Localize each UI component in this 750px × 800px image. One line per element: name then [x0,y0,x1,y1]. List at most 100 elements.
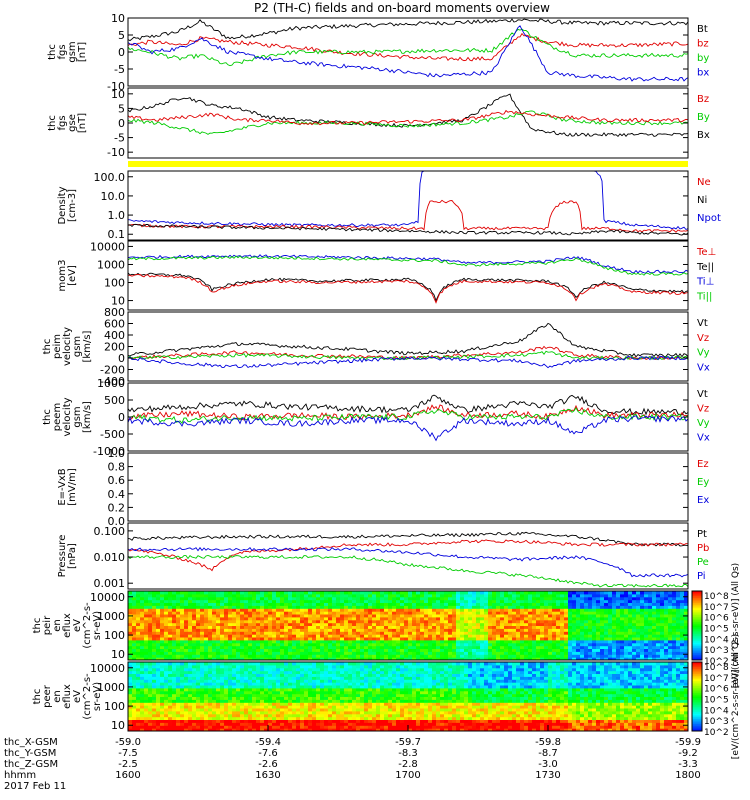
heatmap-cell [184,716,189,720]
heatmap-cell [180,634,185,638]
heatmap-cell [400,631,405,635]
heatmap-cell [152,662,157,666]
legend-Vx: Vx [697,433,710,444]
heatmap-cell [616,602,621,606]
heatmap-cell [208,670,213,674]
heatmap-cell [624,608,629,612]
heatmap-cell [128,690,133,695]
heatmap-cell [340,685,345,689]
heatmap-cell [376,628,381,632]
heatmap-cell [264,591,269,595]
heatmap-cell [160,710,165,715]
heatmap-cell [300,685,305,689]
heatmap-cell [664,639,669,644]
heatmap-cell [256,608,261,612]
heatmap-cell [372,622,377,626]
heatmap-cell [488,616,493,621]
heatmap-cell [652,654,657,658]
heatmap-cell [444,614,449,618]
heatmap-cell [128,693,133,697]
heatmap-cell [132,667,137,672]
heatmap-cell [500,642,505,647]
heatmap-cell [448,648,453,652]
heatmap-cell [336,616,341,621]
heatmap-cell [332,682,337,686]
heatmap-cell [436,602,441,606]
heatmap-cell [176,662,181,666]
heatmap-cell [372,599,377,603]
heatmap-cell [296,670,301,674]
heatmap-cell [268,667,273,672]
heatmap-cell [528,593,533,598]
y-tick-label: 0.001 [94,577,126,590]
heatmap-cell [136,682,141,686]
heatmap-cell [496,634,501,638]
heatmap-cell [140,599,145,603]
heatmap-cell [340,682,345,686]
heatmap-cell [492,616,497,621]
heatmap-cell [224,622,229,626]
y-axis-label: gsm [72,336,83,357]
heatmap-cell [168,634,173,638]
heatmap-cell [236,679,241,683]
heatmap-cell [320,702,325,706]
heatmap-cell [248,662,253,666]
heatmap-cell [548,619,553,624]
heatmap-cell [152,713,157,718]
heatmap-cell [188,619,193,624]
heatmap-cell [172,664,177,669]
y-axis-label: velocity [62,397,73,436]
heatmap-cell [184,654,189,658]
heatmap-cell [268,713,273,718]
heatmap-cell [340,702,345,706]
heatmap-cell [356,708,361,712]
heatmap-cell [384,631,389,635]
heatmap-cell [540,634,545,638]
heatmap-cell [152,611,157,615]
heatmap-cell [484,639,489,644]
heatmap-cell [264,679,269,683]
heatmap-cell [648,654,653,658]
heatmap-cell [288,654,293,658]
heatmap-cell [472,651,477,655]
heatmap-cell [312,605,317,609]
heatmap-cell [172,716,177,720]
heatmap-cell [320,710,325,715]
heatmap-cell [200,657,205,661]
heatmap-cell [548,611,553,615]
heatmap-cell [592,651,597,655]
heatmap-cell [268,596,273,601]
heatmap-cell [136,648,141,652]
heatmap-cell [348,667,353,672]
heatmap-cell [268,719,273,723]
heatmap-cell [296,679,301,683]
heatmap-cell [680,608,685,612]
heatmap-cell [676,619,681,624]
heatmap-cell [320,622,325,626]
heatmap-cell [336,693,341,697]
heatmap-cell [144,693,149,697]
heatmap-cell [148,708,153,712]
heatmap-cell [408,605,413,609]
heatmap-cell [332,673,337,677]
heatmap-cell [292,614,297,618]
heatmap-cell [556,605,561,609]
heatmap-cell [492,648,497,652]
heatmap-cell [156,693,161,697]
heatmap-cell [512,593,517,598]
heatmap-cell [632,593,637,598]
heatmap-cell [680,605,685,609]
heatmap-cell [148,687,153,692]
heatmap-cell [140,722,145,726]
heatmap-cell [188,690,193,695]
heatmap-cell [144,679,149,683]
heatmap-cell [536,608,541,612]
heatmap-cell [448,608,453,612]
heatmap-cell [344,670,349,674]
heatmap-cell [152,685,157,689]
series-Npot [127,170,689,231]
heatmap-cell [208,602,213,606]
heatmap-cell [352,596,357,601]
heatmap-cell [460,608,465,612]
heatmap-cell [188,622,193,626]
